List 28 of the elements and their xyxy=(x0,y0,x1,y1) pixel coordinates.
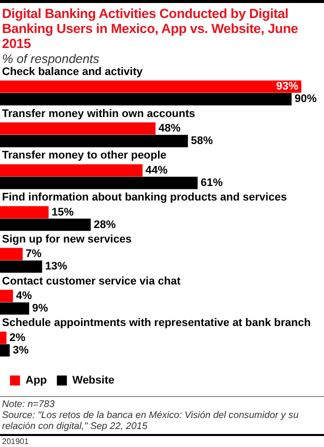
y-tick-label: Transfer money within own accounts xyxy=(2,108,196,120)
y-tick-label: Sign up for new services xyxy=(2,233,132,246)
data-label: 48% xyxy=(158,122,181,135)
y-tick-label: Find information about banking products and services xyxy=(2,192,287,204)
data-label: 93% xyxy=(276,80,299,93)
data-label: 28% xyxy=(94,218,116,231)
data-label: 4% xyxy=(16,290,32,302)
text: Note: n=783 xyxy=(2,399,56,410)
y-tick-label: Contact customer service via chat xyxy=(2,275,181,288)
data-label: 58% xyxy=(190,135,214,148)
data-label: 15% xyxy=(52,206,74,218)
data-label: 2% xyxy=(9,332,26,344)
y-tick-label: Schedule appointments with representative at bank branch xyxy=(2,317,311,330)
chart-title: Digital Banking Activities Conducted by Digital Banking Users in Mexico, App vs. Website, June 2015 xyxy=(2,6,299,51)
data-label: 61% xyxy=(200,176,223,189)
data-label: 7% xyxy=(26,248,42,260)
text: 201901 xyxy=(0,434,324,447)
source-note: Source: "Los retos de la banca en México: Visión del consumidor y su relación con digital," Sep 22, 2015 xyxy=(2,410,300,432)
legend-label: Website xyxy=(72,374,114,387)
chart-subtitle: % of respondents xyxy=(2,52,100,66)
y-tick-label: Transfer money to other people xyxy=(2,150,166,162)
data-label: 3% xyxy=(12,344,29,356)
data-label: 44% xyxy=(146,164,168,176)
legend-label: App xyxy=(26,374,48,387)
data-label: 13% xyxy=(45,260,68,273)
data-label: 9% xyxy=(32,302,48,315)
data-label: 90% xyxy=(294,93,317,106)
y-tick-label: Check balance and activity xyxy=(2,66,144,78)
